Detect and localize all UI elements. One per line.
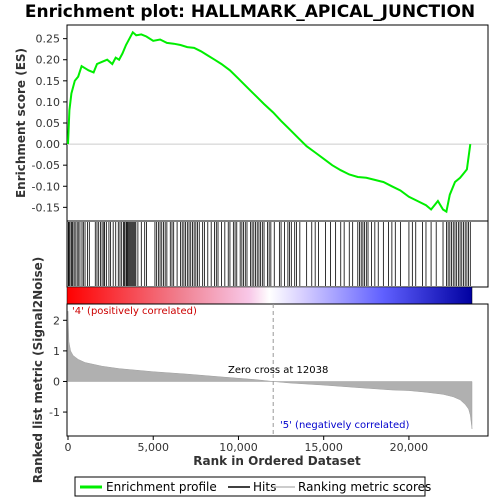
ranking-metric-area <box>67 311 473 429</box>
es-y-tick-label: 0.25 <box>36 33 61 46</box>
metric-y-tick-label: 1 <box>53 345 60 358</box>
ranked-list-color-bar <box>66 286 473 305</box>
metric-y-tick-label: 2 <box>53 314 60 327</box>
es-y-tick-label: 0.10 <box>36 96 61 109</box>
positive-correlation-label: '4' (positively correlated) <box>72 306 197 317</box>
es-plot-frame <box>66 24 489 222</box>
x-tick-label: 20,000 <box>390 441 429 454</box>
es-y-axis-label: Enrichment score (ES) <box>14 48 28 198</box>
metric-y-axis-label: Ranked list metric (Signal2Noise) <box>31 257 45 484</box>
zero-cross-label: Zero cross at 12038 <box>228 365 328 376</box>
hits-frame <box>66 220 489 288</box>
legend-label-ranking: Ranking metric scores <box>298 480 431 494</box>
es-y-tick-label: -0.05 <box>32 159 60 172</box>
metric-y-tick-label: -1 <box>49 406 60 419</box>
metric-y-ticks: 2 1 0 -1 <box>49 314 67 419</box>
x-tick-label: 15,000 <box>304 441 343 454</box>
metric-panel: 2 1 0 -1 '4' (positively correlated) Zero c… <box>31 257 489 484</box>
es-panel: 0.250.200.150.100.050.00-0.05-0.10-0.15 … <box>14 24 489 222</box>
es-y-tick-label: -0.15 <box>32 201 60 214</box>
metric-y-tick-label: 0 <box>53 375 60 388</box>
es-y-tick-label: 0.05 <box>36 117 61 130</box>
es-y-tick-label: 0.20 <box>36 54 61 67</box>
es-y-tick-label: 0.15 <box>36 75 61 88</box>
x-axis-label: Rank in Ordered Dataset <box>193 454 361 468</box>
x-tick-label: 0 <box>65 441 72 454</box>
es-y-ticks: 0.25 0.20 0.15 0.10 0.05 0.00 -0.05 -0.10 -0.15 <box>32 33 67 214</box>
legend-label-hits: Hits <box>253 480 276 494</box>
legend: Enrichment profile Hits Ranking metric s… <box>74 476 431 497</box>
enrichment-profile-line <box>67 30 472 214</box>
hit-marks <box>67 222 471 286</box>
hits-panel <box>66 220 489 305</box>
x-axis-ticks: 0 5,000 10,000 15,000 20,000 <box>65 436 429 454</box>
es-y-tick-label: 0.00 <box>36 138 61 151</box>
legend-label-enrichment: Enrichment profile <box>106 480 217 494</box>
negative-correlation-label: '5' (negatively correlated) <box>280 420 409 431</box>
x-tick-label: 10,000 <box>219 441 258 454</box>
es-y-tick-label: -0.10 <box>32 180 60 193</box>
chart-title: Enrichment plot: HALLMARK_APICAL_JUNCTIO… <box>25 2 475 22</box>
x-tick-label: 5,000 <box>137 441 169 454</box>
